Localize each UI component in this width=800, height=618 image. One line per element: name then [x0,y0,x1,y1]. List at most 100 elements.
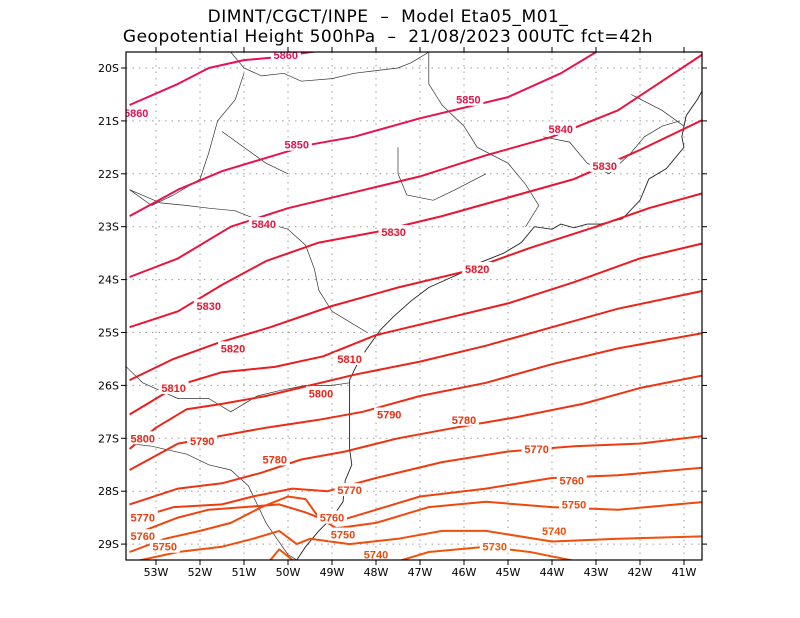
contour-label: 5750 [153,542,177,554]
contour-labels: 5860 5860 5850 5850 5840 5840 5830 5830 5830 5820… [124,50,620,562]
contour-label: 5810 [161,383,185,395]
lon-tick-label: 43W [584,566,609,579]
contour-label: 5740 [364,550,388,562]
contour-label: 5830 [381,227,405,239]
state-border [221,131,289,175]
contour-label-bg [479,539,510,553]
contour-label-bg [259,452,290,466]
contour-5860 [129,52,320,106]
contour-label-bg [306,386,336,400]
contour-label: 5750 [562,499,586,511]
contour-label-bg [187,433,218,447]
contour-label: 5750 [331,530,355,542]
contour-label-bg [270,52,301,61]
contour-label: 5740 [542,526,566,538]
lat-tick-label: 25S [98,327,119,340]
contour-label: 5830 [593,161,617,173]
contour-label-bg [559,497,589,511]
contour-label-bg [462,262,493,276]
chart-title-line2: Geopotential Height 500hPa – 21/08/2023 … [122,27,654,47]
contour-label-bg [374,407,405,421]
contour-label: 5820 [221,343,245,355]
lat-tick-label: 22S [98,168,119,181]
contour-label: 5840 [252,219,276,231]
lon-tick-label: 53W [144,566,169,579]
contour-label-bg [361,547,391,560]
contour-label: 5730 [483,542,507,554]
contour-5810 [129,242,702,416]
lat-tick-label: 29S [98,538,119,551]
state-border [126,366,350,413]
state-border [543,120,680,175]
lon-tick-label: 46W [452,566,477,579]
state-border [129,443,298,560]
contour-label: 5860 [274,50,298,62]
lat-tick-label: 20S [98,62,119,75]
state-border [428,52,540,227]
contour-label-bg [521,441,552,455]
contour-label-bg [248,217,279,231]
state-border [397,147,487,201]
contour-label-bg [126,105,152,119]
contour-label-bg [378,224,409,238]
coastline [296,90,702,560]
axis-ticks: 53W 52W 51W 50W 49W 48W 47W 46W 45W 44W 43W 42W 41W 2… [98,47,707,579]
contour-label: 5780 [263,454,287,466]
lon-tick-label: 44W [540,566,565,579]
contour-label: 5760 [320,513,344,525]
lat-tick-label: 26S [98,379,119,392]
contour-label-bg [334,483,365,497]
lon-tick-label: 45W [496,566,521,579]
contour-5800 [128,290,702,450]
lat-tick-label: 24S [98,274,119,287]
lon-tick-label: 47W [408,566,433,579]
contour-label-bg [149,539,180,553]
lon-tick-label: 51W [232,566,257,579]
contour-label: 5770 [337,485,361,497]
contour-label: 5860 [124,108,148,120]
contour-label: 5840 [549,124,573,136]
lon-tick-label: 50W [276,566,301,579]
contour-label: 5760 [560,476,584,488]
contour-label: 5770 [524,444,548,456]
contour-label: 5850 [285,140,309,152]
contour-label-bg [556,473,587,487]
lat-tick-label: 21S [98,115,119,128]
contour-label: 5790 [190,436,214,448]
contour-label: 5810 [337,354,361,366]
lon-tick-label: 48W [364,566,389,579]
contour-label: 5830 [197,301,221,313]
contour-label-bg [127,529,158,543]
plot-frame [125,51,703,561]
lat-tick-label: 23S [98,221,119,234]
contour-label-bg [328,527,358,541]
contour-label-bg [334,351,365,365]
lon-tick-label: 49W [320,566,345,579]
state-border [631,94,685,127]
lat-tick-label: 28S [98,485,119,498]
contour-label-bg [193,299,224,313]
lat-tick-label: 27S [98,432,119,445]
state-border [151,73,245,206]
contour-5840 [129,53,702,278]
contour-label-bg [158,381,189,395]
contour-label: 5770 [131,513,155,525]
contour-label-bg [127,510,158,524]
contour-label-bg [449,412,479,426]
contour-label: 5800 [309,388,333,400]
contour-label-bg [539,523,570,537]
contour-label: 5760 [131,531,155,543]
contour-label: 5790 [377,409,401,421]
state-border [230,52,429,82]
lon-tick-label: 41W [672,566,697,579]
contour-5730 [269,548,297,560]
contour-5740 [136,529,702,560]
contour-label: 5820 [465,264,489,276]
chart-title-line1: DIMNT/CGCT/INPE – Model Eta05_M01_ [207,7,569,27]
contour-label-bg [281,137,312,151]
lon-tick-label: 52W [188,566,213,579]
contour-5820 [129,192,702,382]
state-border [129,189,152,206]
contour-label-bg [127,431,158,445]
